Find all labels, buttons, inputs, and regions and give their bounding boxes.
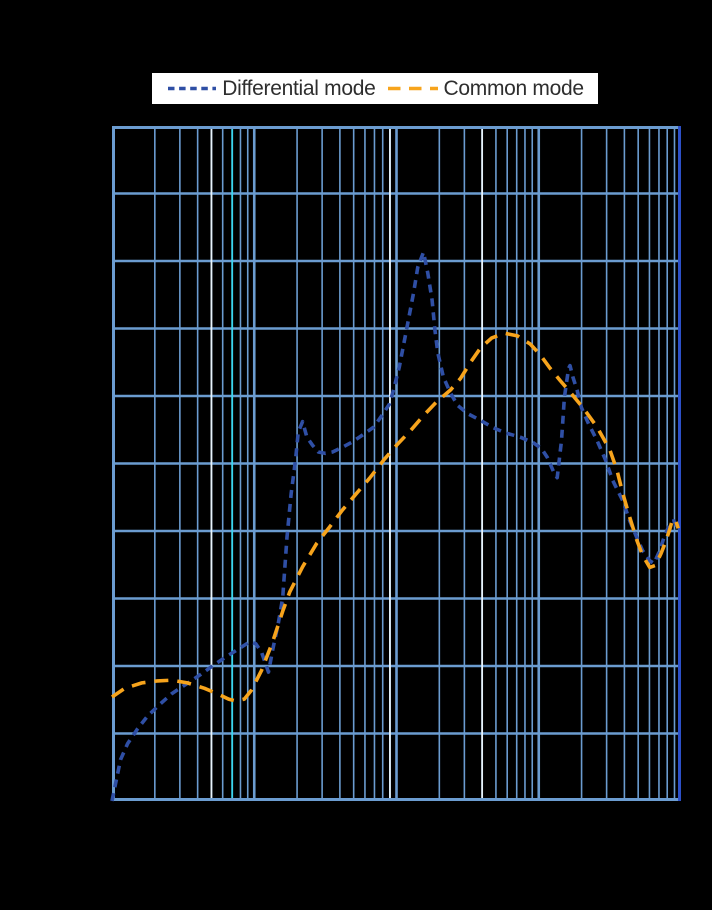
- legend: Differential mode Common mode: [152, 73, 598, 104]
- impedance-chart: [110, 126, 681, 802]
- legend-entry-common-mode: Common mode: [386, 77, 584, 101]
- common-mode-dash-icon: [387, 86, 438, 91]
- legend-entry-differential-mode: Differential mode: [166, 76, 376, 101]
- chart-canvas: [110, 126, 681, 802]
- legend-label-differential-mode: Differential mode: [222, 76, 376, 100]
- series-common-mode: [110, 331, 680, 703]
- differential-mode-dash-icon: [168, 86, 217, 91]
- series-differential-mode: [110, 250, 679, 802]
- legend-label-common-mode: Common mode: [443, 76, 585, 100]
